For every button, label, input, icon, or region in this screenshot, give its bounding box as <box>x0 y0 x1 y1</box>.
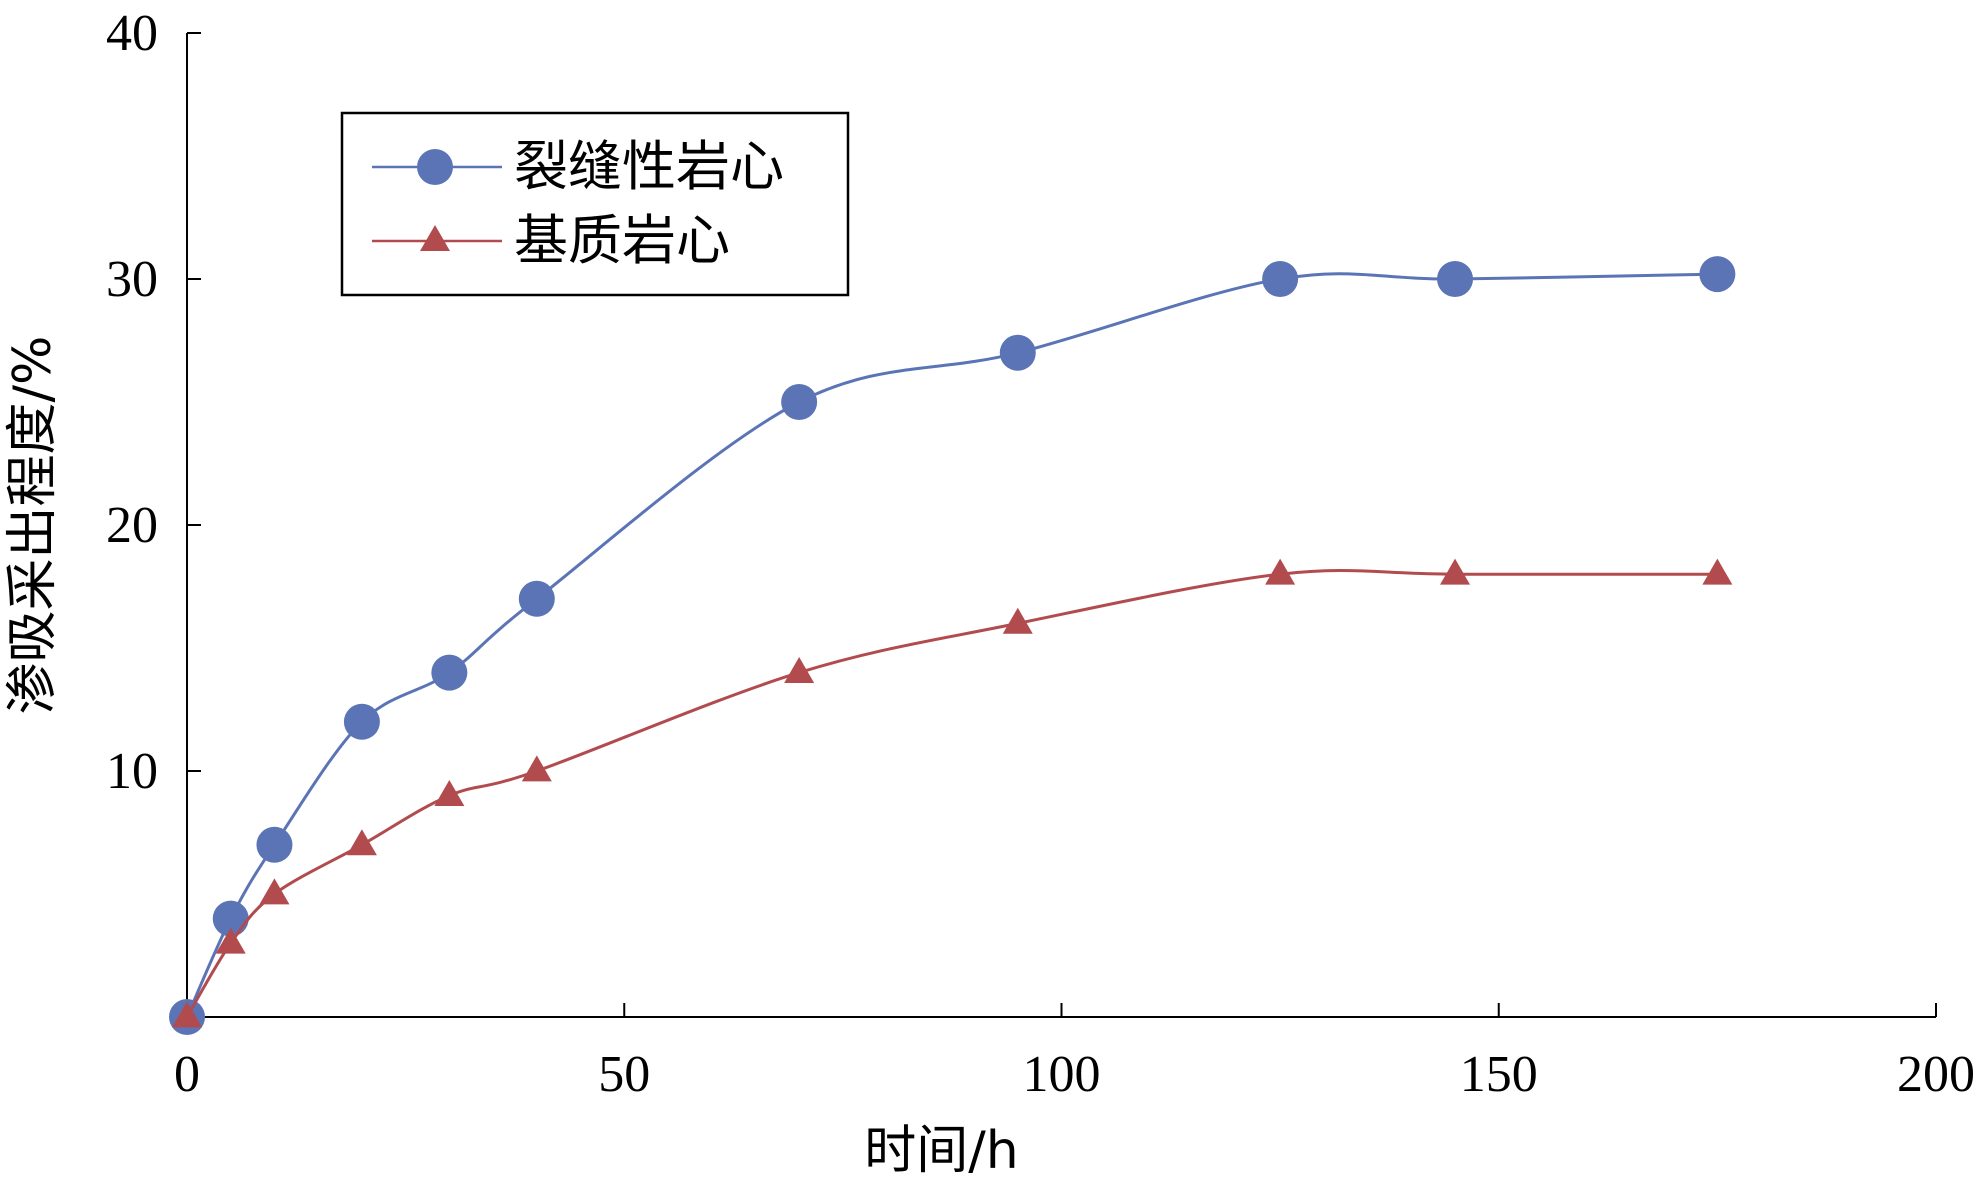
y-tick-label: 10 <box>106 743 158 800</box>
data-point-triangle <box>346 829 377 856</box>
legend-marker-triangle <box>420 225 450 251</box>
data-point-triangle <box>1440 558 1471 585</box>
data-point-circle <box>256 826 293 863</box>
legend: 裂缝性岩心 基质岩心 <box>340 111 850 297</box>
data-point-triangle <box>259 878 290 905</box>
y-tick-label: 30 <box>106 251 158 308</box>
data-point-circle <box>1262 261 1299 297</box>
y-axis-title: 渗吸采出程度/% <box>3 336 63 715</box>
data-point-triangle <box>1702 558 1733 585</box>
x-tick-label: 200 <box>1897 1046 1975 1103</box>
legend-item-fractured-core: 裂缝性岩心 <box>372 135 784 198</box>
y-tick-label: 40 <box>106 5 158 62</box>
legend-item-matrix-core: 基质岩心 <box>372 209 730 272</box>
legend-label-matrix-core: 基质岩心 <box>514 209 730 272</box>
y-ticks: 10 20 30 40 <box>106 5 201 800</box>
x-tick-label: 150 <box>1460 1046 1538 1103</box>
data-point-triangle <box>784 657 815 683</box>
series-line <box>185 569 1718 1018</box>
axes: 0 50 100 150 200 10 20 30 40 时间/h 渗吸采出程度/% <box>3 5 1975 1181</box>
data-point-circle <box>343 703 380 740</box>
data-point-circle <box>781 384 818 420</box>
x-axis-title: 时间/h <box>864 1121 1018 1181</box>
legend-label-fractured-core: 裂缝性岩心 <box>514 135 784 198</box>
legend-marker-circle <box>417 149 453 185</box>
data-point-triangle <box>521 755 552 782</box>
data-point-triangle <box>215 927 246 954</box>
data-point-triangle <box>434 780 465 806</box>
data-point-circle <box>999 334 1036 371</box>
x-tick-label: 50 <box>598 1046 650 1103</box>
data-point-circle <box>518 580 555 617</box>
series-layer <box>169 256 1736 1035</box>
data-point-circle <box>1699 256 1736 293</box>
data-point-triangle <box>172 1001 202 1028</box>
series-line <box>185 272 1718 1018</box>
data-point-circle <box>1437 261 1474 297</box>
data-point-triangle <box>1265 558 1296 585</box>
legend-box <box>340 111 850 297</box>
data-point-circle <box>431 654 468 691</box>
y-tick-label: 20 <box>106 497 158 554</box>
x-tick-label: 0 <box>174 1046 200 1103</box>
x-ticks: 0 50 100 150 200 <box>174 1003 1975 1103</box>
x-tick-label: 100 <box>1023 1046 1101 1103</box>
data-point-triangle <box>1002 607 1033 634</box>
data-point-circle <box>212 900 249 937</box>
